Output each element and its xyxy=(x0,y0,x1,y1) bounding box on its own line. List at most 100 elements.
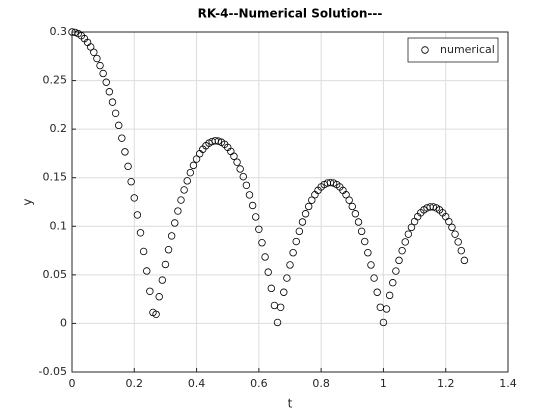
legend-label: numerical xyxy=(440,43,495,56)
y-tick-label: -0.05 xyxy=(39,365,67,378)
marker xyxy=(180,186,188,194)
x-tick-label: 1.2 xyxy=(437,377,455,390)
marker xyxy=(454,238,462,246)
marker xyxy=(186,168,195,177)
marker xyxy=(233,158,241,166)
x-tick-label: 1 xyxy=(380,377,387,390)
marker xyxy=(174,207,182,215)
marker xyxy=(298,218,307,226)
marker xyxy=(71,28,79,37)
marker xyxy=(136,229,145,237)
chart-title: RK-4--Numerical Solution--- xyxy=(198,7,383,21)
marker xyxy=(214,137,223,145)
marker xyxy=(385,291,394,300)
marker xyxy=(448,223,456,232)
y-tick-label: 0 xyxy=(60,316,67,329)
marker xyxy=(115,121,123,130)
marker xyxy=(167,232,176,240)
marker xyxy=(379,318,388,327)
marker xyxy=(261,253,269,261)
marker xyxy=(295,227,304,236)
x-tick-label: 0.4 xyxy=(188,377,206,390)
marker xyxy=(351,210,360,218)
marker xyxy=(192,155,201,163)
marker xyxy=(451,230,459,238)
marker xyxy=(357,227,366,236)
marker xyxy=(308,196,316,204)
y-tick-label: 0.2 xyxy=(50,122,68,135)
marker xyxy=(86,43,95,51)
marker xyxy=(93,54,101,63)
marker xyxy=(395,256,403,265)
y-axis-label: y xyxy=(21,198,35,205)
marker xyxy=(111,109,120,118)
marker xyxy=(105,88,114,96)
marker xyxy=(130,194,138,202)
marker xyxy=(171,219,179,227)
x-tick-label: 0.8 xyxy=(312,377,330,390)
y-tick-label: 0.25 xyxy=(43,74,68,87)
marker xyxy=(345,196,353,204)
marker xyxy=(90,48,98,57)
marker xyxy=(158,276,167,284)
y-tick-label: 0.3 xyxy=(50,25,68,38)
y-tick-label: 0.15 xyxy=(43,171,68,184)
marker xyxy=(392,267,400,275)
marker xyxy=(348,202,356,211)
x-tick-label: 0.6 xyxy=(250,377,268,390)
marker xyxy=(189,161,198,170)
marker xyxy=(276,303,285,312)
y-tick-label: 0.1 xyxy=(50,219,68,232)
marker xyxy=(239,172,247,181)
marker xyxy=(99,69,107,78)
marker xyxy=(139,247,148,256)
marker xyxy=(127,177,135,186)
marker xyxy=(236,165,244,173)
marker xyxy=(286,261,294,269)
marker xyxy=(102,78,110,86)
y-tick-label: 0.05 xyxy=(43,268,68,281)
marker xyxy=(273,318,282,327)
marker xyxy=(382,305,391,313)
marker xyxy=(361,237,369,246)
marker xyxy=(398,246,406,255)
marker xyxy=(289,249,297,257)
marker xyxy=(445,217,453,226)
marker xyxy=(121,148,129,156)
marker xyxy=(255,225,263,233)
marker xyxy=(407,223,416,232)
marker xyxy=(280,288,288,296)
marker xyxy=(364,249,372,257)
x-axis-label: t xyxy=(288,397,293,411)
marker xyxy=(177,196,185,204)
marker xyxy=(230,152,238,160)
marker xyxy=(457,246,465,255)
marker xyxy=(258,239,266,247)
marker xyxy=(242,181,251,189)
marker xyxy=(155,293,163,301)
marker xyxy=(264,268,272,276)
legend-marker xyxy=(421,46,429,54)
marker xyxy=(124,162,132,171)
marker xyxy=(460,256,469,265)
marker xyxy=(183,177,191,185)
marker xyxy=(367,261,375,269)
x-tick-label: 0.2 xyxy=(126,377,144,390)
x-tick-label: 0 xyxy=(69,377,76,390)
marker xyxy=(292,237,300,246)
marker xyxy=(267,284,276,293)
marker xyxy=(304,202,313,211)
marker xyxy=(373,288,381,296)
marker xyxy=(301,210,310,218)
marker xyxy=(429,203,437,211)
marker xyxy=(252,213,260,221)
marker xyxy=(370,274,378,282)
marker xyxy=(164,245,173,254)
marker xyxy=(401,238,409,246)
marker xyxy=(354,218,363,226)
marker xyxy=(133,211,142,219)
marker xyxy=(248,201,257,210)
marker xyxy=(146,287,154,295)
